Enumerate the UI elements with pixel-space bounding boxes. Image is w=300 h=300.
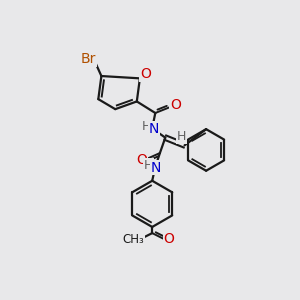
Text: O: O (164, 232, 175, 246)
Text: H: H (177, 130, 186, 143)
Text: N: N (148, 122, 159, 136)
Text: CH₃: CH₃ (123, 233, 145, 246)
Text: N: N (151, 161, 161, 175)
Text: Br: Br (81, 52, 96, 66)
Text: O: O (140, 68, 151, 82)
Text: O: O (136, 153, 147, 167)
Text: H: H (144, 159, 153, 172)
Text: O: O (170, 98, 181, 112)
Text: H: H (141, 120, 151, 134)
